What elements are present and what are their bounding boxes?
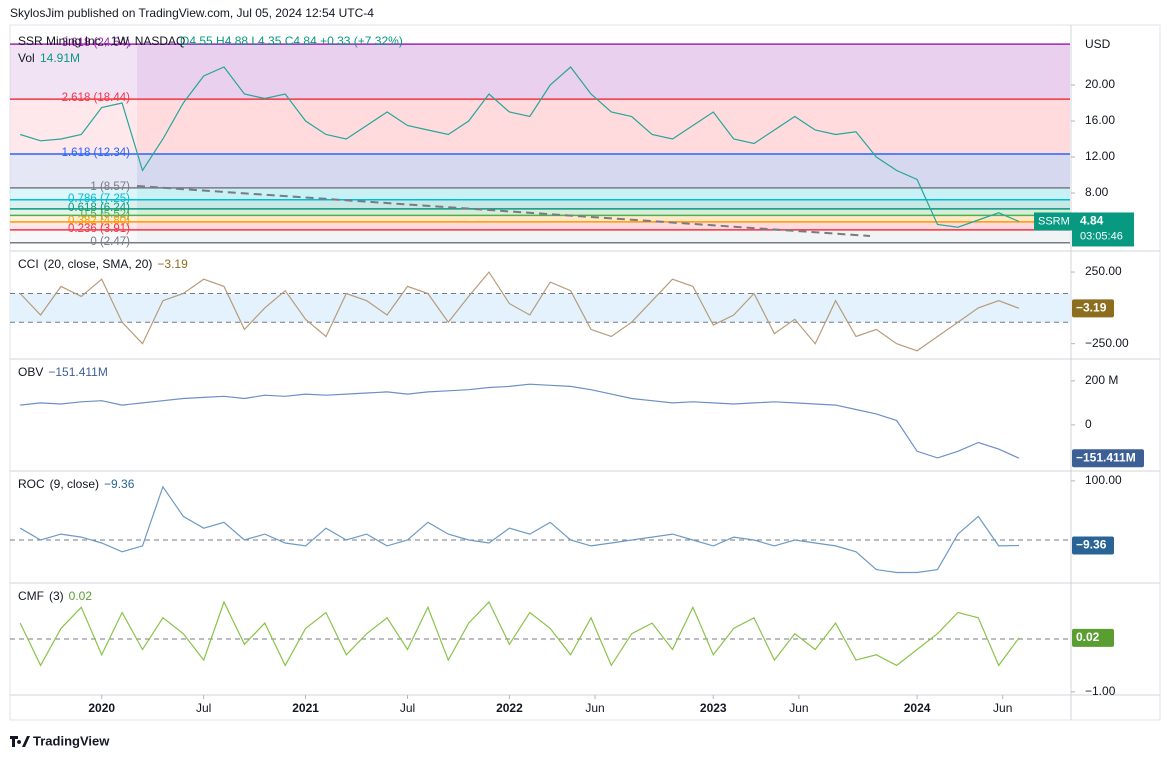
y-tick-label: 100.00 xyxy=(1085,473,1122,487)
series-line xyxy=(20,383,1020,459)
pane-name: CCI xyxy=(18,257,39,271)
fib-label: 0 (2.47) xyxy=(90,236,130,248)
y-tick-label: 250.00 xyxy=(1085,264,1122,278)
pane-params: (3) xyxy=(49,589,64,603)
brand-logo xyxy=(10,736,30,747)
pane-params: (9, close) xyxy=(50,477,99,491)
fib-band xyxy=(137,215,1070,222)
series-line xyxy=(19,600,1020,667)
countdown: 03:05:46 xyxy=(1080,230,1123,242)
x-tick-label: Jun xyxy=(585,701,604,715)
series-line xyxy=(19,271,1020,352)
y-tick-label: 0 xyxy=(1085,417,1092,431)
ticker: SSRM xyxy=(1038,215,1070,227)
value-label: −151.411M xyxy=(1076,450,1136,464)
fib-band xyxy=(137,199,1070,209)
pane-value: −9.36 xyxy=(104,477,135,491)
pane-params: (20, close, SMA, 20) xyxy=(44,257,153,271)
publisher: SkylosJim published on TradingView.com, … xyxy=(10,6,374,20)
fib-label: 3.618 (24.54) xyxy=(62,37,131,49)
x-tick-label: 2024 xyxy=(904,701,931,715)
fib-band xyxy=(137,208,1070,216)
x-tick-label: 2022 xyxy=(496,701,523,715)
legend-volume-value: 14.91M xyxy=(40,51,80,65)
pane-name: ROC xyxy=(18,477,45,491)
series-line xyxy=(19,485,1020,574)
value-label: 0.02 xyxy=(1076,630,1100,644)
x-tick-label: Jul xyxy=(196,701,211,715)
fib-band xyxy=(137,187,1070,200)
fib-band xyxy=(137,221,1070,230)
y-tick-label: 16.00 xyxy=(1085,113,1115,127)
fib-label: 0.5 (5.52) xyxy=(81,208,130,220)
x-tick-label: Jul xyxy=(400,701,415,715)
pane-name: OBV xyxy=(18,365,43,379)
pane-value: −151.411M xyxy=(48,365,108,379)
legend-volume: Vol xyxy=(18,51,35,65)
frame xyxy=(9,24,1161,721)
value-label-box xyxy=(1072,628,1114,647)
last-price: 4.84 xyxy=(1080,214,1104,228)
fib-band xyxy=(137,99,1070,154)
legend-ohlc: O4.55 H4.88 L4.35 C4.84 +0.33 (+7.32%) xyxy=(180,34,403,48)
layout xyxy=(10,44,1070,243)
currency: USD xyxy=(1085,37,1111,51)
series-line xyxy=(20,66,1020,228)
trend-line xyxy=(136,185,871,237)
y-tick-label: 20.00 xyxy=(1085,77,1115,91)
x-tick-label: 2023 xyxy=(700,701,727,715)
brand: TradingView xyxy=(33,733,110,748)
pane-value: 0.02 xyxy=(69,589,93,603)
y-tick-label: 200 M xyxy=(1085,373,1118,387)
fib-band xyxy=(137,44,1070,100)
fib-label: 1.618 (12.34) xyxy=(62,147,131,159)
x-tick-label: Jun xyxy=(993,701,1012,715)
y-tick-label: 12.00 xyxy=(1085,149,1115,163)
last-price-box xyxy=(1072,212,1134,247)
value-label: −9.36 xyxy=(1076,538,1107,552)
value-label-box xyxy=(1072,449,1144,468)
y-tick-label: 8.00 xyxy=(1085,185,1109,199)
fib-label: 0.786 (7.25) xyxy=(68,193,130,205)
x-tick-label: Jun xyxy=(789,701,808,715)
x-tick-label: 2021 xyxy=(292,701,319,715)
y-tick-label: −250.00 xyxy=(1085,336,1129,350)
pane-name: CMF xyxy=(18,589,44,603)
value-label-box xyxy=(1072,299,1114,318)
y-tick-label: −1.00 xyxy=(1085,684,1116,698)
fib-label: 0.618 (6.24) xyxy=(68,202,130,214)
fib-band xyxy=(137,229,1070,243)
value-label: −3.19 xyxy=(1076,300,1107,314)
fib-label: 1 (8.57) xyxy=(90,181,130,193)
fib-label: 0.236 (3.91) xyxy=(68,223,130,235)
x-tick-label: 2020 xyxy=(88,701,115,715)
fib-label: 0.382 (4.80) xyxy=(68,215,130,227)
fib-label: 2.618 (18.44) xyxy=(62,92,131,104)
ticker-box xyxy=(1034,212,1072,231)
value-label-box xyxy=(1072,536,1114,555)
legend-symbol: SSR Mining Inc., 1W, NASDAQ xyxy=(18,34,185,48)
fib-band xyxy=(137,153,1070,188)
pane-value: −3.19 xyxy=(157,257,188,271)
